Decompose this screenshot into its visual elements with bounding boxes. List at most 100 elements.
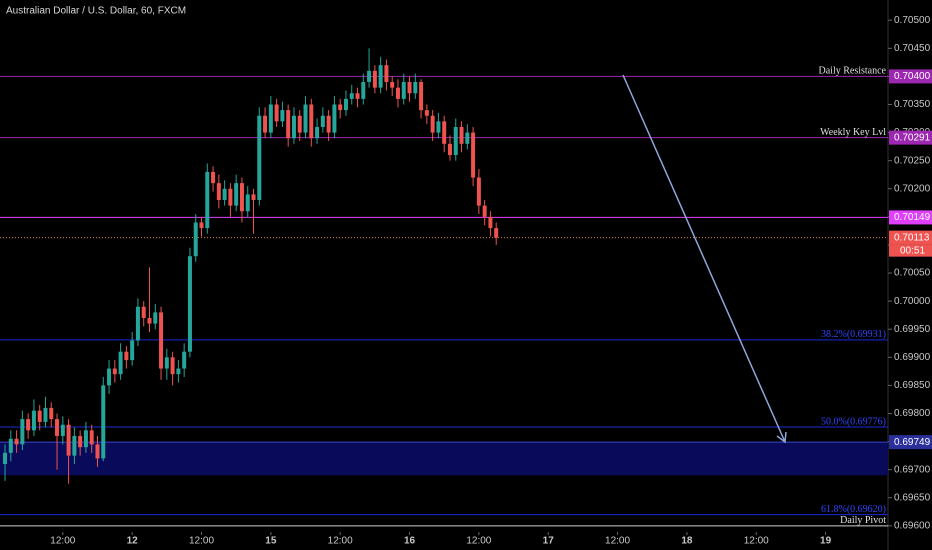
x-tick-label: 12:00 <box>328 536 353 547</box>
candle-body <box>447 143 452 156</box>
level-label: Daily Resistance <box>819 66 887 77</box>
level-badge <box>889 69 932 84</box>
y-tick-label: 0.69850 <box>894 380 931 391</box>
candle-body <box>78 435 83 448</box>
zone-badge-label: 0.69749 <box>894 437 931 448</box>
candle-body <box>164 357 169 369</box>
candle-body <box>459 126 464 144</box>
candle-body <box>101 385 106 459</box>
x-tick-label: 12 <box>127 536 139 547</box>
candle-body <box>286 110 291 139</box>
candle-body <box>159 312 164 369</box>
candle-body <box>26 419 31 431</box>
zone <box>0 442 888 476</box>
last-price-badge-label: 0.70113 <box>894 232 930 243</box>
y-tick-label: 0.70000 <box>894 296 931 307</box>
candle-body <box>361 82 366 99</box>
candle-body <box>216 183 221 200</box>
candle-body <box>118 351 123 375</box>
countdown: 00:51 <box>900 245 925 256</box>
level-badge-label: 0.70149 <box>894 212 931 223</box>
x-tick-label: 12:00 <box>189 536 214 547</box>
candle-body <box>49 407 54 420</box>
x-tick-label: 17 <box>543 536 555 547</box>
candle-body <box>83 430 88 448</box>
candle-body <box>37 410 42 422</box>
projection-arrow <box>622 74 786 443</box>
candle-body <box>291 115 296 139</box>
candle-body <box>413 82 418 94</box>
candle-body <box>176 368 181 375</box>
candle-body <box>338 104 343 111</box>
x-tick-label: 12:00 <box>744 536 769 547</box>
candle-body <box>372 70 377 88</box>
candle-body <box>453 126 458 156</box>
candle-body <box>407 82 412 94</box>
countdown-box <box>889 244 932 257</box>
x-tick-label: 12:00 <box>50 536 75 547</box>
candle-body <box>494 228 499 238</box>
candle-body <box>315 126 320 139</box>
candle-body <box>112 368 117 375</box>
y-tick-label: 0.70350 <box>894 99 931 110</box>
candle-body <box>320 115 325 127</box>
candle-body <box>257 115 262 200</box>
y-tick-label: 0.69950 <box>894 324 931 335</box>
level-label: 38.2%(0.69931) <box>821 329 886 340</box>
level-label: 50.0%(0.69776) <box>821 416 886 427</box>
candle-body <box>182 351 187 369</box>
candle-body <box>239 183 244 212</box>
x-tick-label: 19 <box>820 536 832 547</box>
candle-body <box>8 438 13 453</box>
candle-body <box>3 452 8 465</box>
candle-body <box>309 104 314 139</box>
candle-body <box>107 368 112 386</box>
candle-body <box>378 65 383 88</box>
y-tick-label: 0.69600 <box>894 520 931 531</box>
level-badge-label: 0.70400 <box>894 71 931 82</box>
level-badge <box>889 210 932 225</box>
candle-body <box>66 424 71 456</box>
y-tick-label: 0.69900 <box>894 352 931 363</box>
candle-body <box>297 115 302 133</box>
x-tick-label: 12:00 <box>605 536 630 547</box>
zone-badge <box>889 435 932 450</box>
candle-body <box>349 93 354 99</box>
candle-body <box>476 177 481 206</box>
candle-body <box>124 351 129 361</box>
candle-body <box>199 222 204 229</box>
level-label: Weekly Key Lvl <box>820 127 886 138</box>
level-badge <box>889 130 932 145</box>
level-badge-label: 0.70291 <box>894 132 931 143</box>
candle-body <box>384 65 389 83</box>
candle-body <box>60 424 65 436</box>
candle-body <box>170 357 175 375</box>
candle-body <box>72 435 77 456</box>
candle-body <box>95 444 100 459</box>
candle-body <box>395 87 400 99</box>
candle-body <box>482 205 487 217</box>
candle-body <box>153 312 158 324</box>
x-tick-label: 18 <box>681 536 693 547</box>
y-tick-label: 0.70500 <box>894 15 931 26</box>
candle-body <box>274 104 279 122</box>
candle-body <box>303 104 308 133</box>
candle-body <box>147 317 152 324</box>
candle-body <box>193 222 198 257</box>
candle-body <box>355 93 360 99</box>
candle-body <box>401 82 406 99</box>
x-tick-label: 16 <box>404 536 416 547</box>
candle-body <box>332 104 337 133</box>
candle-body <box>141 306 146 318</box>
candle-body <box>430 115 435 133</box>
y-tick-label: 0.70450 <box>894 43 931 54</box>
y-tick-label: 0.69800 <box>894 408 931 419</box>
candle-body <box>245 194 250 212</box>
candle-body <box>89 430 94 445</box>
y-tick-label: 0.70250 <box>894 155 931 166</box>
candle-body <box>211 171 216 184</box>
candle-body <box>367 70 372 83</box>
candle-body <box>228 188 233 206</box>
candle-body <box>471 132 476 178</box>
